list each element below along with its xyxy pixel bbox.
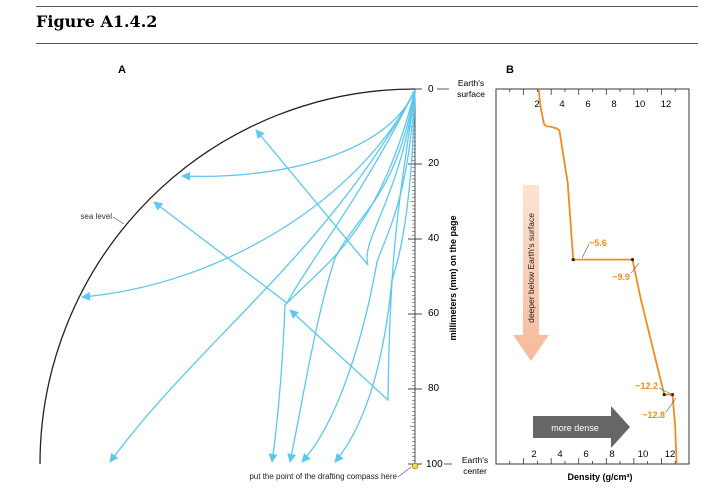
ruler-label-80: 80 [428,383,440,394]
center-label-line2: center [463,466,487,476]
top-rule [36,6,698,7]
ray-3 [255,89,416,266]
ray-8 [289,89,416,402]
density-axis-title: Density (g/cm³) [567,472,632,482]
title-rule [36,43,698,44]
more-dense-arrow [533,406,630,448]
sea-level-leader [112,216,125,225]
panel-b-label: B [506,64,514,76]
panel-a-label: A [118,64,126,76]
compass-note: put the point of the drafting compass he… [249,472,397,481]
top-tick-label-4: 4 [559,99,564,110]
leader-12-8 [665,397,677,413]
surface-label-line1: Earth's [458,78,484,88]
top-tick-label-12: 12 [661,99,672,110]
sea-level-label: sea level [80,212,112,221]
bottom-tick-label-8: 8 [609,449,614,460]
ray-2 [81,89,416,301]
deeper-arrow [513,185,549,361]
density-profile-line [537,88,678,465]
leader-9-9 [630,262,640,274]
ray-7 [287,89,416,463]
ruler-label-0: 0 [428,84,434,95]
top-tick-label-8: 8 [611,99,616,110]
ruler-label-20: 20 [428,158,440,169]
ray-9 [301,89,416,463]
bottom-tick-label-4: 4 [557,449,562,460]
ruler-axis-title: millimeters (mm) on the page [448,215,458,340]
ruler-label-60: 60 [428,308,440,319]
density-axis-ticks [509,89,676,464]
surface-label-line2: surface [457,89,485,99]
ruler-major-ticks [408,88,422,465]
annotation-12-8: ~12.8 [642,410,665,420]
marker-5-6 [571,258,575,262]
ruler-label-40: 40 [428,233,440,244]
annotation-5-6: ~5.6 [589,238,607,248]
ray-5 [109,89,416,463]
bottom-tick-label-12: 12 [665,449,676,460]
top-tick-label-6: 6 [585,99,590,110]
bottom-tick-label-10: 10 [638,449,649,460]
ray-10 [334,89,416,463]
ray-1 [181,89,416,181]
ray-4 [153,89,416,304]
deeper-label: deeper below Earth's surface [526,213,536,323]
bottom-tick-label-2: 2 [531,449,536,460]
annotation-9-9: ~9.9 [612,272,630,282]
compass-point-marker [411,462,419,470]
center-label-line1: Earth's [462,455,488,465]
leader-5-6 [581,243,590,259]
top-tick-label-10: 10 [635,99,646,110]
annotation-12-2: ~12.2 [635,381,658,391]
leader-12-2 [658,387,674,396]
marker-9-9 [630,258,635,262]
ray-6 [268,89,416,463]
top-tick-label-2: 2 [534,99,539,110]
more-dense-label: more dense [551,423,599,433]
marker-12-2 [662,393,666,397]
compass-note-leader [397,466,412,478]
figure-title: Figure A1.4.2 [36,12,158,31]
ruler-label-100: 100 [426,459,443,470]
earth-outline-arc [39,88,416,465]
bottom-tick-label-6: 6 [583,449,588,460]
